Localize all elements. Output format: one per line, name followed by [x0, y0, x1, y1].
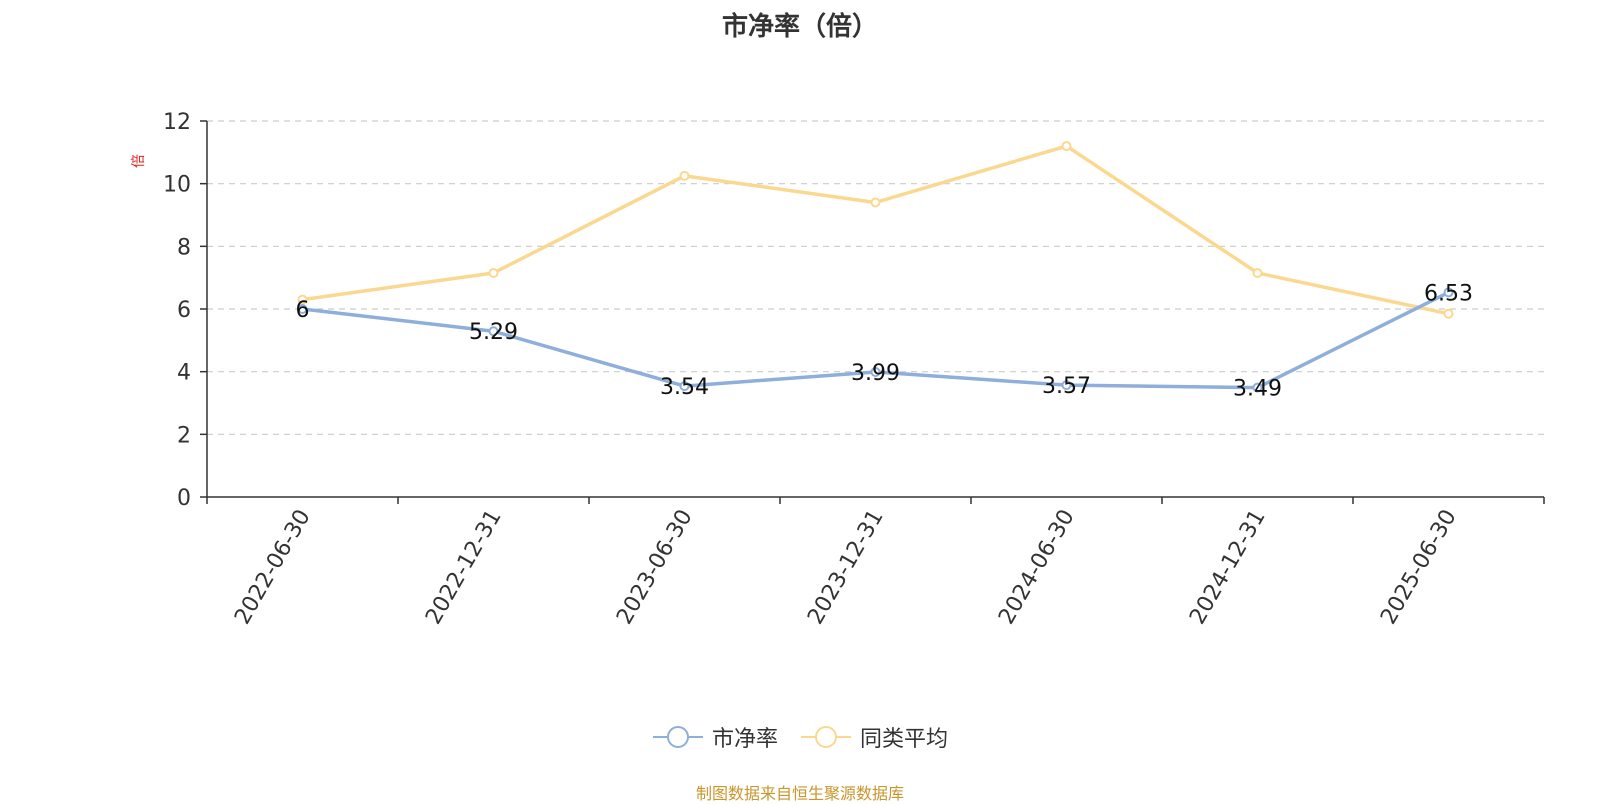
legend-item-pb[interactable]: 市净率 — [652, 721, 778, 753]
y-tick-label: 8 — [177, 235, 191, 260]
x-tick-label: 2022-06-30 — [230, 506, 316, 629]
series-point-1 — [1061, 141, 1072, 152]
y-tick-label: 6 — [177, 298, 191, 323]
series-point-0 — [1061, 380, 1072, 391]
data-label: 5.29 — [469, 320, 518, 345]
series-point-0 — [488, 326, 499, 337]
data-label: 3.57 — [1042, 374, 1091, 399]
y-tick-label: 12 — [163, 110, 191, 135]
source-note: 制图数据来自恒生聚源数据库 — [695, 784, 904, 803]
y-tick-label: 10 — [163, 173, 191, 198]
data-label: 3.99 — [851, 361, 900, 386]
data-label: 6 — [296, 298, 310, 323]
series-point-0 — [297, 304, 308, 314]
y-tick-label: 0 — [177, 486, 191, 511]
series-point-0 — [1252, 382, 1263, 393]
legend: 市净率 同类平均 — [0, 721, 1600, 753]
chart-title: 市净率（倍） — [721, 12, 878, 42]
y-tick-label: 4 — [177, 361, 191, 386]
legend-pb-circle-icon — [652, 726, 703, 748]
series-point-1 — [870, 197, 881, 208]
legend-item-avg[interactable]: 同类平均 — [800, 721, 948, 753]
series-point-1 — [1252, 267, 1263, 278]
series-point-1 — [488, 267, 499, 278]
x-tick-label: 2022-12-31 — [421, 506, 507, 629]
y-tick-label: 2 — [177, 423, 191, 448]
data-label: 3.49 — [1233, 377, 1282, 402]
series-point-1 — [297, 294, 308, 305]
x-tick-label: 2023-12-31 — [803, 506, 889, 629]
legend-label-pb: 市净率 — [711, 727, 778, 752]
x-tick-label: 2024-06-30 — [994, 506, 1080, 629]
legend-avg-circle-icon — [801, 726, 851, 748]
data-label: 6.53 — [1424, 281, 1473, 306]
series-point-0 — [1443, 287, 1454, 298]
series-point-0 — [870, 366, 881, 377]
x-tick-label: 2025-06-30 — [1376, 506, 1462, 629]
series-line-1 — [302, 144, 1449, 316]
series-point-1 — [1443, 308, 1454, 319]
series-point-0 — [679, 381, 690, 392]
series-point-1 — [679, 170, 690, 181]
legend-label-avg: 同类平均 — [860, 727, 949, 752]
data-label: 3.54 — [660, 375, 709, 400]
x-tick-label: 2023-06-30 — [612, 506, 698, 629]
y-axis-unit-label: 倍 — [131, 154, 147, 168]
x-tick-label: 2024-12-31 — [1185, 506, 1271, 629]
